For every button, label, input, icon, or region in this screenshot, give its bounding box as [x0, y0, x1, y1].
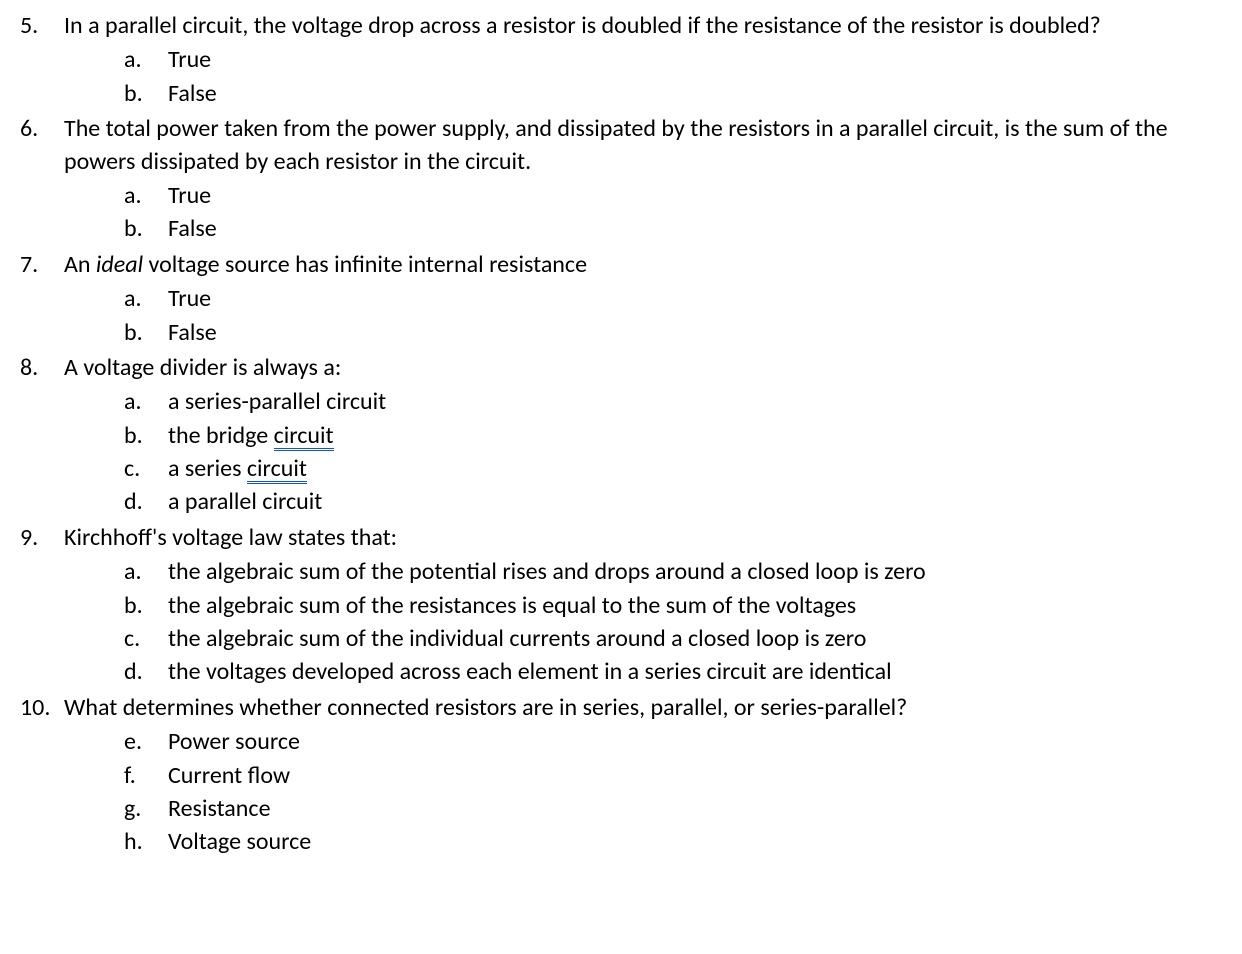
option-g: g. Resistance	[124, 793, 1222, 825]
option-a: a. a series-parallel circuit	[124, 386, 1222, 418]
question-text: A voltage divider is always a:	[64, 352, 1222, 384]
option-letter: g.	[124, 793, 168, 825]
option-letter: c.	[124, 453, 168, 485]
options-list: a. True b. False	[64, 44, 1222, 110]
option-text: the algebraic sum of the resistances is …	[168, 590, 1222, 622]
option-text: False	[168, 213, 1222, 245]
option-b: b. the algebraic sum of the resistances …	[124, 590, 1222, 622]
option-b: b. False	[124, 78, 1222, 110]
question-text: The total power taken from the power sup…	[64, 113, 1222, 178]
option-letter: f.	[124, 760, 168, 792]
question-5: 5. In a parallel circuit, the voltage dr…	[20, 10, 1222, 111]
option-c: c. the algebraic sum of the individual c…	[124, 623, 1222, 655]
option-text: True	[168, 44, 1222, 76]
underlined-word: circuit	[274, 423, 334, 451]
question-number: 9.	[20, 522, 64, 690]
option-letter: b.	[124, 317, 168, 349]
text-before-underline: a series	[168, 454, 247, 483]
question-number: 10.	[20, 692, 64, 860]
options-list: a. the algebraic sum of the potential ri…	[64, 556, 1222, 689]
question-text: Kirchhoff's voltage law states that:	[64, 522, 1222, 554]
question-number: 7.	[20, 249, 64, 350]
option-text: a series-parallel circuit	[168, 386, 1222, 418]
option-letter: a.	[124, 283, 168, 315]
option-letter: d.	[124, 656, 168, 688]
question-10: 10. What determines whether connected re…	[20, 692, 1222, 860]
question-number: 5.	[20, 10, 64, 111]
option-text: the voltages developed across each eleme…	[168, 656, 1222, 688]
option-text: the algebraic sum of the individual curr…	[168, 623, 1222, 655]
option-letter: b.	[124, 78, 168, 110]
option-b: b. False	[124, 213, 1222, 245]
option-letter: e.	[124, 726, 168, 758]
option-letter: c.	[124, 623, 168, 655]
option-letter: d.	[124, 486, 168, 518]
option-letter: b.	[124, 590, 168, 622]
option-a: a. the algebraic sum of the potential ri…	[124, 556, 1222, 588]
option-text: the bridge circuit	[168, 420, 1222, 452]
option-d: d. the voltages developed across each el…	[124, 656, 1222, 688]
option-a: a. True	[124, 44, 1222, 76]
options-list: a. True b. False	[64, 180, 1222, 246]
option-a: a. True	[124, 180, 1222, 212]
question-text: What determines whether connected resist…	[64, 692, 1222, 724]
question-content: A voltage divider is always a: a. a seri…	[64, 352, 1222, 520]
text-before-underline: the bridge	[168, 421, 274, 450]
option-text: the algebraic sum of the potential rises…	[168, 556, 1222, 588]
option-letter: b.	[124, 213, 168, 245]
options-list: a. a series-parallel circuit b. the brid…	[64, 386, 1222, 519]
question-number: 6.	[20, 113, 64, 247]
option-b: b. False	[124, 317, 1222, 349]
option-text: Current flow	[168, 760, 1222, 792]
option-letter: a.	[124, 556, 168, 588]
question-8: 8. A voltage divider is always a: a. a s…	[20, 352, 1222, 520]
option-letter: a.	[124, 44, 168, 76]
text-after-italic: voltage source has infinite internal res…	[143, 250, 587, 279]
option-text: True	[168, 283, 1222, 315]
italic-word: ideal	[96, 250, 143, 279]
option-text: False	[168, 317, 1222, 349]
question-7: 7. An ideal voltage source has infinite …	[20, 249, 1222, 350]
option-f: f. Current flow	[124, 760, 1222, 792]
option-b: b. the bridge circuit	[124, 420, 1222, 452]
option-letter: a.	[124, 386, 168, 418]
option-h: h. Voltage source	[124, 826, 1222, 858]
question-6: 6. The total power taken from the power …	[20, 113, 1222, 247]
question-content: The total power taken from the power sup…	[64, 113, 1222, 247]
question-content: Kirchhoff's voltage law states that: a. …	[64, 522, 1222, 690]
option-letter: h.	[124, 826, 168, 858]
option-text: Resistance	[168, 793, 1222, 825]
option-letter: a.	[124, 180, 168, 212]
option-e: e. Power source	[124, 726, 1222, 758]
option-text: a parallel circuit	[168, 486, 1222, 518]
question-9: 9. Kirchhoff's voltage law states that: …	[20, 522, 1222, 690]
question-text: An ideal voltage source has infinite int…	[64, 249, 1222, 281]
option-text: Power source	[168, 726, 1222, 758]
question-number: 8.	[20, 352, 64, 520]
option-text: False	[168, 78, 1222, 110]
option-c: c. a series circuit	[124, 453, 1222, 485]
question-content: In a parallel circuit, the voltage drop …	[64, 10, 1222, 111]
underlined-word: circuit	[247, 456, 307, 484]
option-d: d. a parallel circuit	[124, 486, 1222, 518]
question-text: In a parallel circuit, the voltage drop …	[64, 10, 1222, 42]
option-text: True	[168, 180, 1222, 212]
text-before-italic: An	[64, 250, 96, 279]
option-text: a series circuit	[168, 453, 1222, 485]
option-letter: b.	[124, 420, 168, 452]
question-content: What determines whether connected resist…	[64, 692, 1222, 860]
options-list: a. True b. False	[64, 283, 1222, 349]
options-list: e. Power source f. Current flow g. Resis…	[64, 726, 1222, 859]
question-content: An ideal voltage source has infinite int…	[64, 249, 1222, 350]
option-a: a. True	[124, 283, 1222, 315]
option-text: Voltage source	[168, 826, 1222, 858]
